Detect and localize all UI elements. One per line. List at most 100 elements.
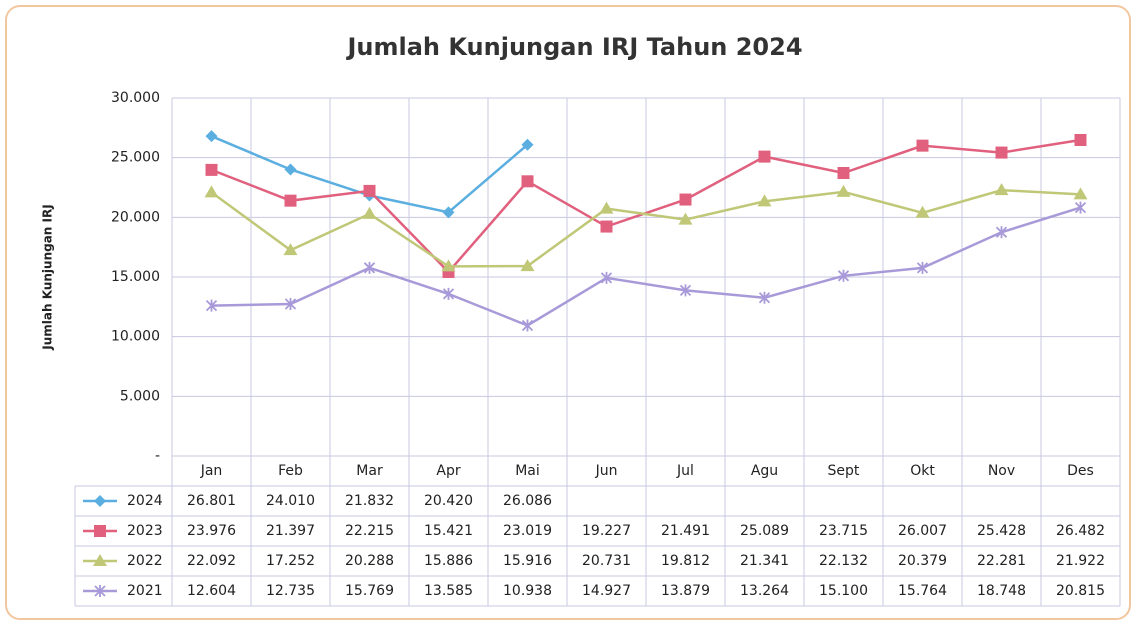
- x-tick-label: Jul: [676, 463, 694, 479]
- table-value: 22.132: [819, 553, 868, 569]
- marker: [758, 291, 771, 304]
- table-value: 22.281: [977, 553, 1026, 569]
- marker: [678, 212, 693, 225]
- marker: [520, 259, 535, 272]
- legend-marker: [94, 585, 106, 597]
- table-value: 18.748: [977, 583, 1026, 599]
- table-value: 21.922: [1056, 553, 1105, 569]
- marker: [283, 243, 298, 256]
- table-value: 13.264: [740, 583, 789, 599]
- marker: [995, 226, 1008, 239]
- x-tick-label: Jan: [200, 463, 223, 479]
- legend-marker: [93, 554, 107, 566]
- marker: [284, 194, 297, 207]
- x-tick-label: Nov: [988, 463, 1015, 479]
- marker: [679, 284, 692, 297]
- table-value: 13.879: [661, 583, 710, 599]
- table-value: 12.735: [266, 583, 315, 599]
- legend-label: 2022: [127, 553, 163, 569]
- table-value: 12.604: [187, 583, 236, 599]
- table-value: 23.019: [503, 523, 552, 539]
- marker: [284, 298, 297, 311]
- chart-frame: [5, 5, 1131, 620]
- table-value: 13.585: [424, 583, 473, 599]
- table-value: 21.341: [740, 553, 789, 569]
- marker: [600, 271, 613, 284]
- y-tick-label: 25.000: [111, 150, 160, 166]
- table-value: 15.100: [819, 583, 868, 599]
- table-value: 21.397: [266, 523, 315, 539]
- marker: [205, 163, 218, 176]
- marker: [205, 130, 218, 143]
- table-value: 26.086: [503, 493, 552, 509]
- series-line: [211, 206, 1081, 327]
- marker: [757, 194, 772, 207]
- y-axis-label: Jumlah Kunjungan IRJ: [41, 204, 55, 350]
- table-value: 10.938: [503, 583, 552, 599]
- marker: [837, 269, 850, 282]
- table-value: 22.215: [345, 523, 394, 539]
- marker: [1073, 187, 1088, 200]
- marker: [521, 138, 534, 151]
- marker: [600, 220, 613, 233]
- table-value: 20.420: [424, 493, 473, 509]
- table-value: 20.731: [582, 553, 631, 569]
- table-value: 20.379: [898, 553, 947, 569]
- y-tick-label: -: [155, 448, 160, 464]
- y-tick-label: 5.000: [120, 388, 160, 404]
- y-tick-label: 10.000: [111, 329, 160, 345]
- marker: [363, 261, 376, 274]
- marker: [362, 206, 377, 219]
- marker: [205, 299, 218, 312]
- table-value: 21.491: [661, 523, 710, 539]
- table-value: 17.252: [266, 553, 315, 569]
- table-value: 26.007: [898, 523, 947, 539]
- marker: [599, 201, 614, 214]
- table-value: 26.482: [1056, 523, 1105, 539]
- marker: [916, 261, 929, 274]
- series-line: [210, 188, 1081, 268]
- table-value: 19.227: [582, 523, 631, 539]
- table-value: 26.801: [187, 493, 236, 509]
- table-value: 15.421: [424, 523, 473, 539]
- table-value: 15.769: [345, 583, 394, 599]
- legend-label: 2024: [127, 493, 163, 509]
- marker: [521, 175, 534, 188]
- x-tick-label: Mai: [515, 463, 540, 479]
- x-tick-label: Sept: [828, 463, 860, 479]
- marker: [442, 206, 455, 219]
- x-tick-label: Agu: [751, 463, 778, 479]
- table-value: 25.089: [740, 523, 789, 539]
- marker: [442, 287, 455, 300]
- legend-label: 2023: [127, 523, 163, 539]
- marker: [284, 163, 297, 176]
- table-value: 23.715: [819, 523, 868, 539]
- table-value: 15.764: [898, 583, 947, 599]
- marker: [679, 193, 692, 206]
- marker: [204, 185, 219, 198]
- chart-title: Jumlah Kunjungan IRJ Tahun 2024: [345, 33, 802, 61]
- marker: [758, 150, 771, 163]
- table-value: 23.976: [187, 523, 236, 539]
- x-tick-label: Okt: [910, 463, 935, 479]
- legend-marker: [94, 495, 106, 507]
- table-value: 14.927: [582, 583, 631, 599]
- marker: [836, 184, 851, 197]
- marker: [994, 183, 1009, 196]
- x-tick-label: Jun: [595, 463, 618, 479]
- y-tick-label: 15.000: [111, 269, 160, 285]
- table-value: 21.832: [345, 493, 394, 509]
- legend-marker: [94, 525, 106, 537]
- marker: [441, 259, 456, 272]
- x-tick-label: Des: [1067, 463, 1094, 479]
- x-tick-label: Mar: [356, 463, 383, 479]
- table-value: 24.010: [266, 493, 315, 509]
- table-value: 19.812: [661, 553, 710, 569]
- marker: [521, 319, 534, 332]
- table-value: 15.886: [424, 553, 473, 569]
- x-tick-label: Feb: [278, 463, 303, 479]
- table-value: 20.288: [345, 553, 394, 569]
- table-value: 15.916: [503, 553, 552, 569]
